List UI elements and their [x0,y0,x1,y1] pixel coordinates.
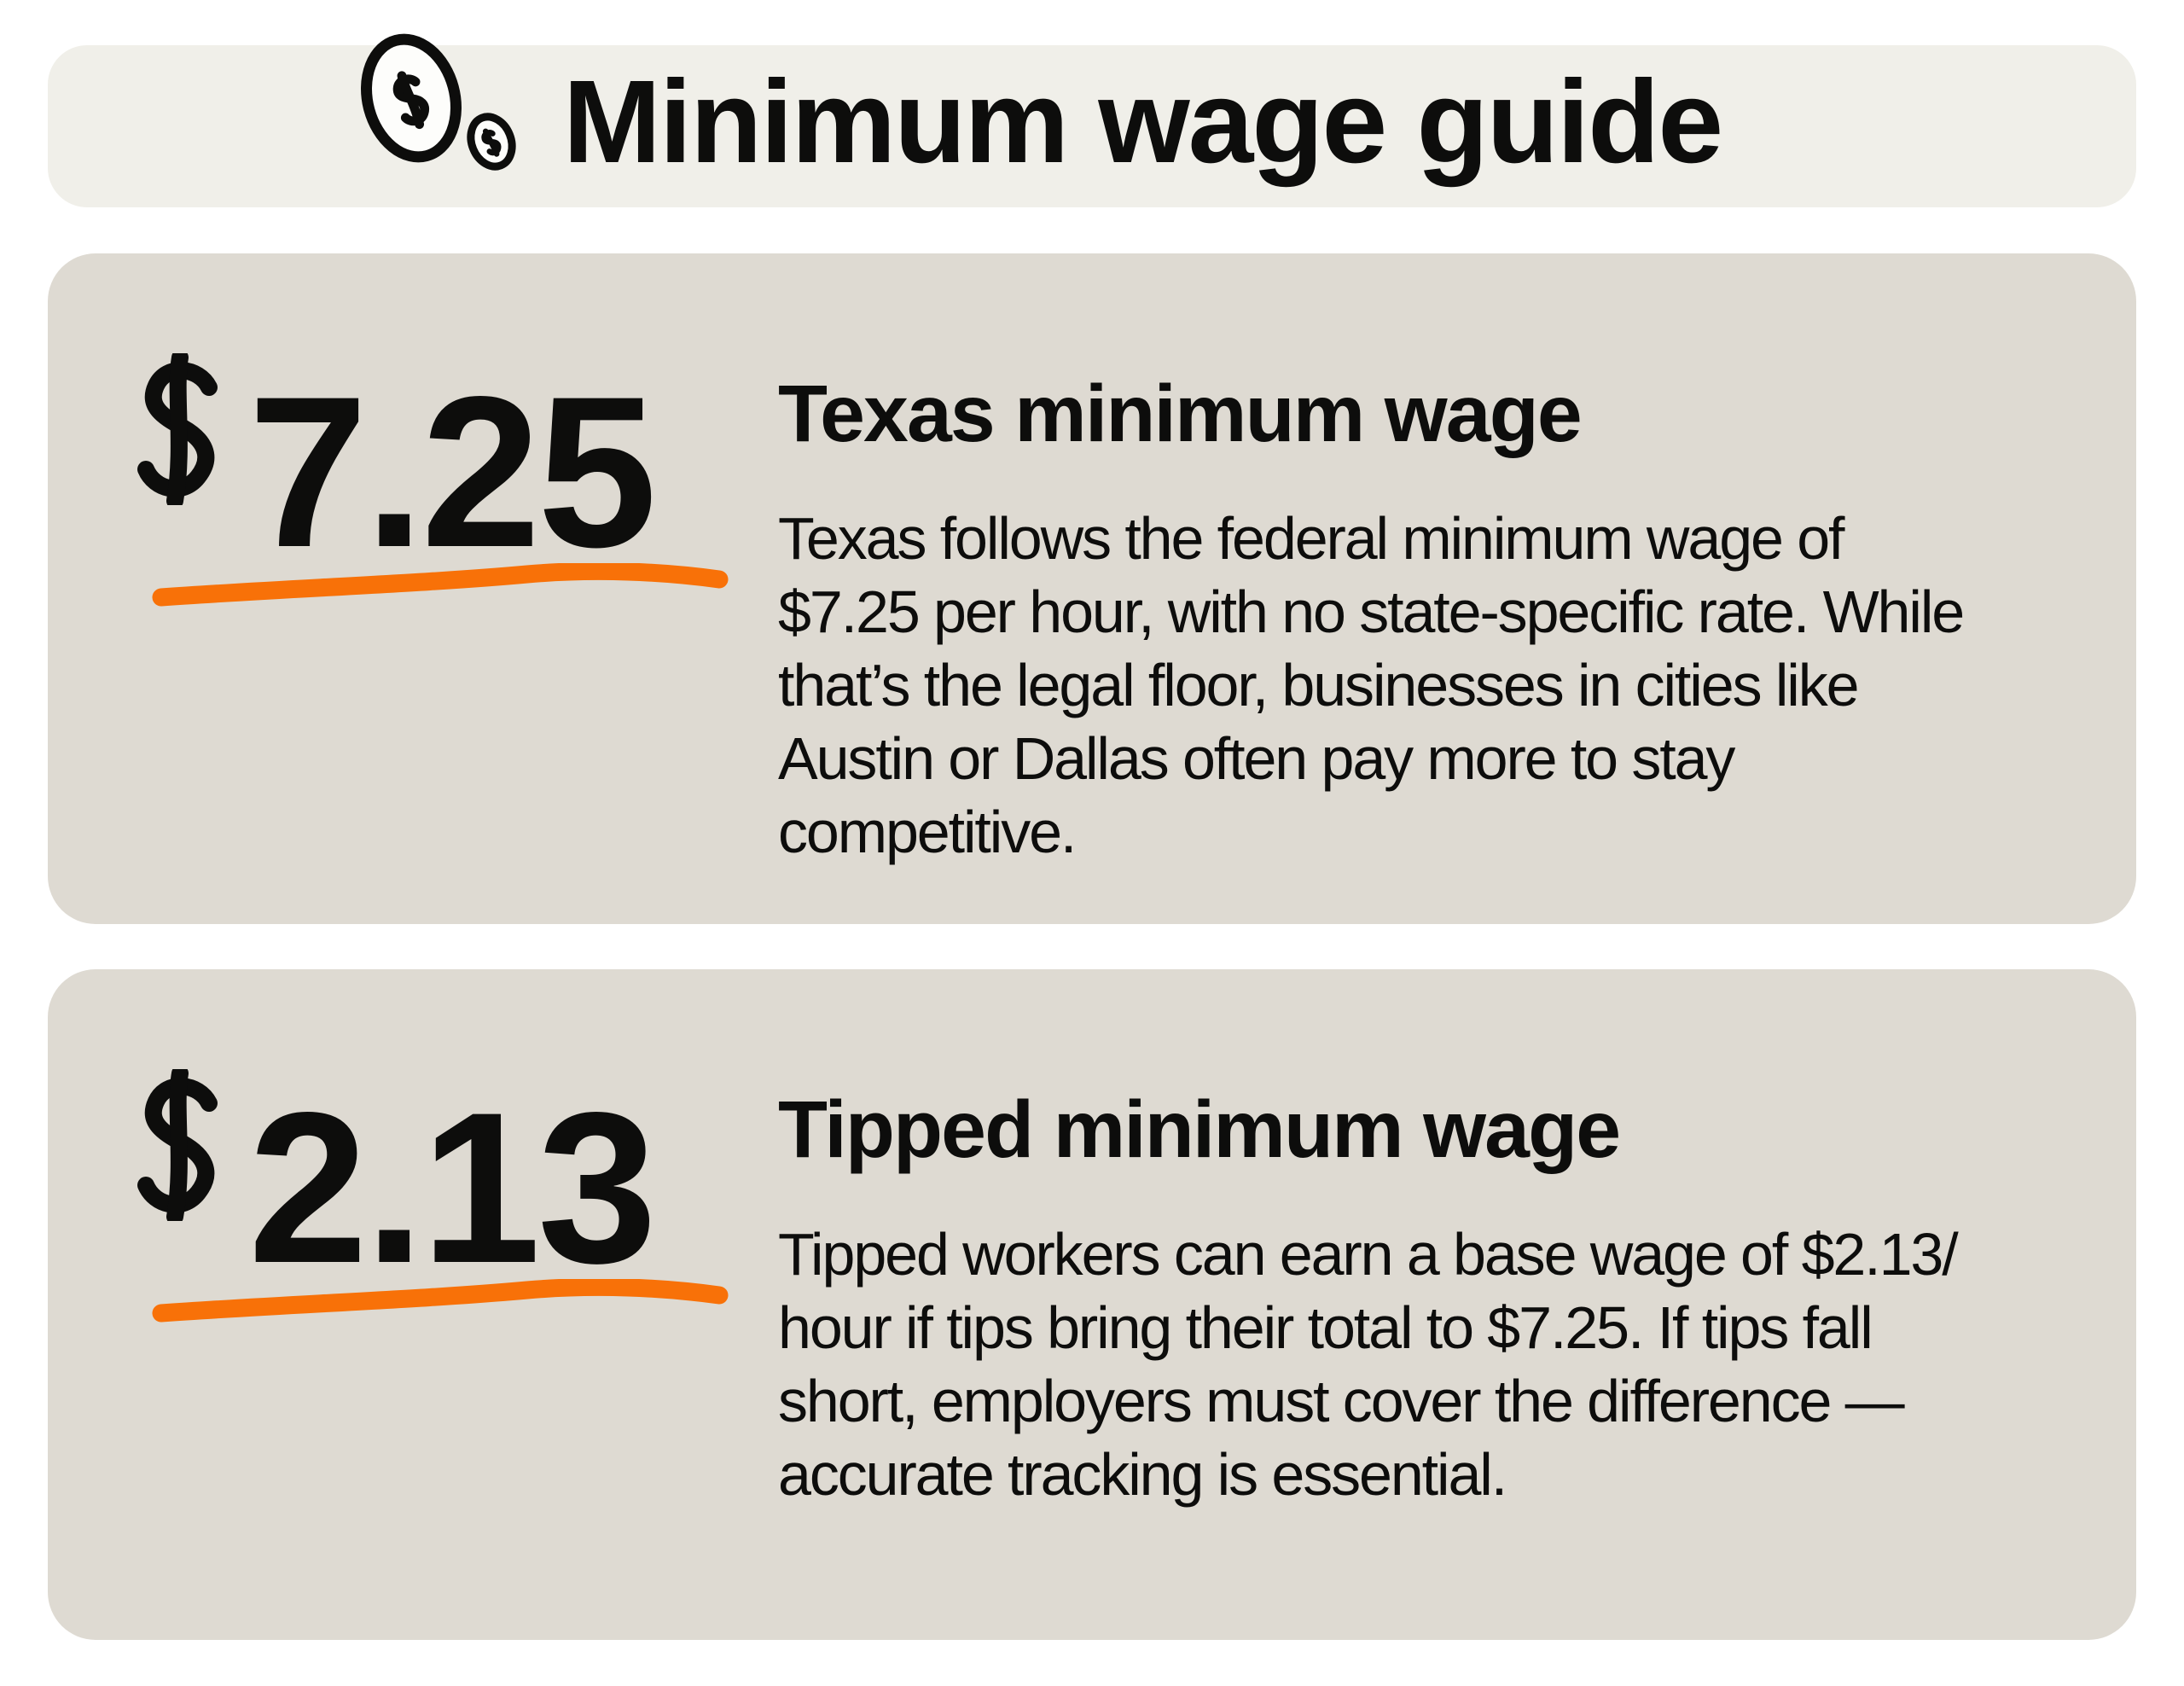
body-line: that’s the legal floor, businesses in ci… [778,652,1860,718]
page-title: Minimum wage guide [562,56,1723,188]
body-line: accurate tracking is essential. [778,1441,1507,1508]
body-line: Texas follows the federal minimum wage o… [778,505,1844,572]
dollar-coins-icon [361,33,516,171]
body-line: Tipped workers can earn a base wage of $… [778,1221,1959,1288]
card-title: Texas minimum wage [778,369,1583,459]
orange-squiggle-underline [152,1279,729,1323]
wage-amount-value: 7.25 [248,352,657,592]
card-tipped-minimum-wage: 2.13 Tipped minimum wage Tipped workers … [48,969,2136,1640]
card-text-column: Texas minimum wage Texas follows the fed… [778,374,2126,869]
card-text-column: Tipped minimum wage Tipped workers can e… [778,1090,2126,1511]
wage-amount-value: 2.13 [248,1068,657,1308]
body-line: $7.25 per hour, with no state-specific r… [778,578,1965,645]
dollar-sign-icon [137,353,218,505]
header-banner: Minimum wage guide [48,33,2136,207]
wage-amount: 7.25 [134,352,657,592]
orange-squiggle-underline [152,563,729,607]
card-body: Texas follows the federal minimum wage o… [778,502,2126,869]
card-title: Tipped minimum wage [778,1084,1621,1175]
wage-amount: 2.13 [134,1068,657,1308]
body-line: short, employers must cover the differen… [778,1368,1905,1434]
dollar-sign-icon [137,1069,218,1221]
body-line: competitive. [778,799,1077,865]
card-texas-minimum-wage: 7.25 Texas minimum wage Texas follows th… [48,253,2136,924]
body-line: hour if tips bring their total to $7.25.… [778,1294,1873,1361]
body-line: Austin or Dallas often pay more to stay [778,725,1735,792]
card-body: Tipped workers can earn a base wage of $… [778,1218,2126,1511]
